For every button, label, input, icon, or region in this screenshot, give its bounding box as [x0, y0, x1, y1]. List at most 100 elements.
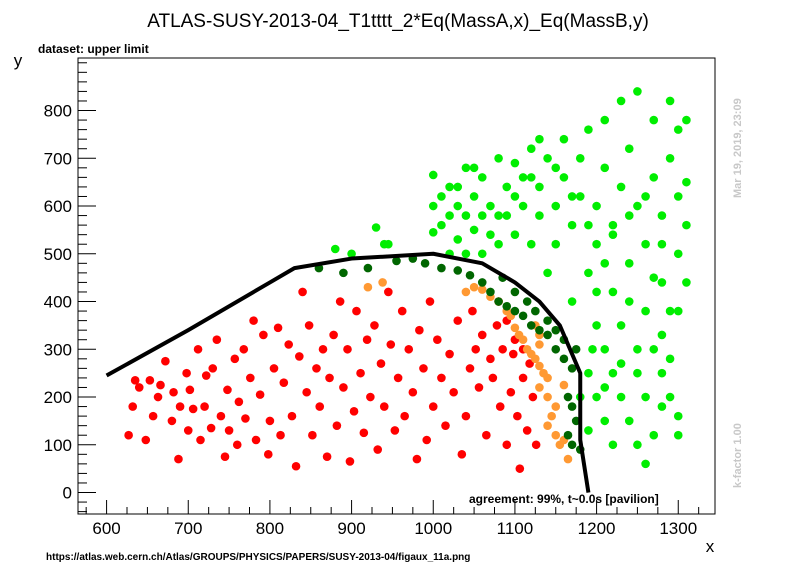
point-allowed-border — [567, 364, 577, 373]
point-allowed — [665, 153, 675, 163]
point-allowed — [600, 163, 610, 173]
point-allowed-border — [465, 270, 475, 280]
point-excluded — [349, 407, 359, 416]
point-allowed — [641, 192, 650, 201]
point-allowed-border — [522, 297, 532, 306]
point-excluded — [419, 364, 428, 373]
data-points — [124, 87, 691, 473]
point-allowed — [526, 144, 536, 154]
point-allowed — [453, 201, 463, 211]
point-excluded — [265, 416, 275, 426]
point-excluded — [376, 359, 386, 368]
point-excluded — [471, 344, 481, 354]
point-allowed — [469, 225, 479, 235]
point-excluded — [531, 440, 541, 450]
point-excluded — [339, 383, 348, 392]
point-excluded — [315, 402, 325, 411]
point-excluded — [390, 426, 400, 435]
point-excluded — [291, 461, 301, 471]
point-allowed — [445, 211, 454, 220]
point-allowed-border — [494, 297, 503, 306]
point-allowed — [584, 268, 593, 278]
point-excluded — [404, 344, 414, 354]
point-allowed — [535, 134, 544, 144]
point-excluded — [230, 354, 240, 364]
y-tick-label: 100 — [44, 436, 72, 455]
x-axis-label: x — [706, 537, 715, 556]
exclusion-limit-line — [105, 251, 591, 493]
point-allowed — [600, 416, 610, 426]
chart-title: ATLAS-SUSY-2013-04_T1tttt_2*Eq(MassA,x)_… — [147, 11, 649, 32]
point-excluded — [329, 330, 338, 340]
point-allowed — [461, 163, 471, 173]
point-allowed-border — [392, 256, 401, 266]
point-excluded — [386, 340, 396, 349]
point-allowed — [584, 220, 593, 230]
point-allowed — [624, 297, 634, 306]
point-allowed-border — [526, 321, 536, 330]
point-excluded — [400, 411, 409, 421]
point-excluded — [223, 385, 232, 395]
point-excluded — [239, 344, 249, 354]
y-tick-label: 200 — [44, 388, 72, 407]
point-excluded-border — [535, 361, 544, 371]
point-allowed — [682, 220, 691, 230]
point-excluded — [259, 330, 268, 340]
point-allowed — [502, 182, 512, 192]
point-allowed — [428, 227, 438, 237]
point-allowed — [584, 368, 593, 378]
point-allowed-border — [551, 325, 561, 335]
point-allowed-border — [510, 306, 520, 316]
point-allowed — [657, 402, 667, 411]
point-allowed — [616, 359, 626, 368]
y-tick-label: 0 — [63, 484, 72, 503]
point-allowed-border — [551, 344, 561, 354]
point-excluded — [224, 426, 234, 435]
point-allowed — [657, 211, 667, 220]
point-excluded — [246, 373, 255, 383]
point-excluded — [279, 378, 289, 387]
point-allowed — [486, 230, 495, 239]
point-allowed — [616, 96, 626, 106]
point-excluded — [449, 387, 458, 397]
point-excluded-border — [551, 402, 561, 411]
point-excluded — [362, 335, 372, 345]
point-excluded-border — [543, 421, 552, 430]
point-allowed — [624, 259, 634, 268]
point-allowed — [588, 344, 597, 354]
point-allowed — [567, 297, 577, 306]
x-tick-label: 1100 — [497, 519, 534, 538]
point-allowed — [543, 268, 552, 278]
point-excluded — [208, 364, 218, 373]
point-allowed — [510, 230, 520, 239]
point-allowed — [616, 392, 626, 402]
point-excluded — [175, 402, 185, 411]
y-tick-label: 700 — [44, 149, 72, 168]
point-excluded-border — [477, 285, 487, 294]
point-allowed-border — [363, 263, 373, 273]
point-excluded — [352, 306, 361, 316]
point-excluded — [153, 392, 163, 402]
point-excluded-border — [543, 373, 552, 383]
point-allowed — [657, 330, 667, 340]
point-excluded — [445, 349, 454, 359]
point-allowed — [535, 182, 544, 192]
point-allowed — [616, 321, 626, 330]
point-allowed — [535, 211, 544, 220]
point-excluded — [269, 364, 279, 373]
point-excluded — [212, 335, 222, 345]
point-excluded — [422, 435, 432, 445]
point-allowed — [453, 182, 463, 192]
point-excluded — [498, 344, 507, 354]
point-allowed — [600, 344, 610, 354]
point-allowed-border — [563, 430, 573, 440]
point-excluded-border — [535, 383, 544, 392]
point-excluded — [370, 321, 379, 330]
point-allowed — [510, 158, 520, 168]
point-excluded — [359, 428, 369, 438]
point-excluded — [441, 421, 450, 430]
point-excluded — [322, 452, 332, 462]
point-allowed — [371, 223, 381, 232]
point-excluded — [241, 414, 250, 423]
point-excluded — [234, 397, 244, 407]
